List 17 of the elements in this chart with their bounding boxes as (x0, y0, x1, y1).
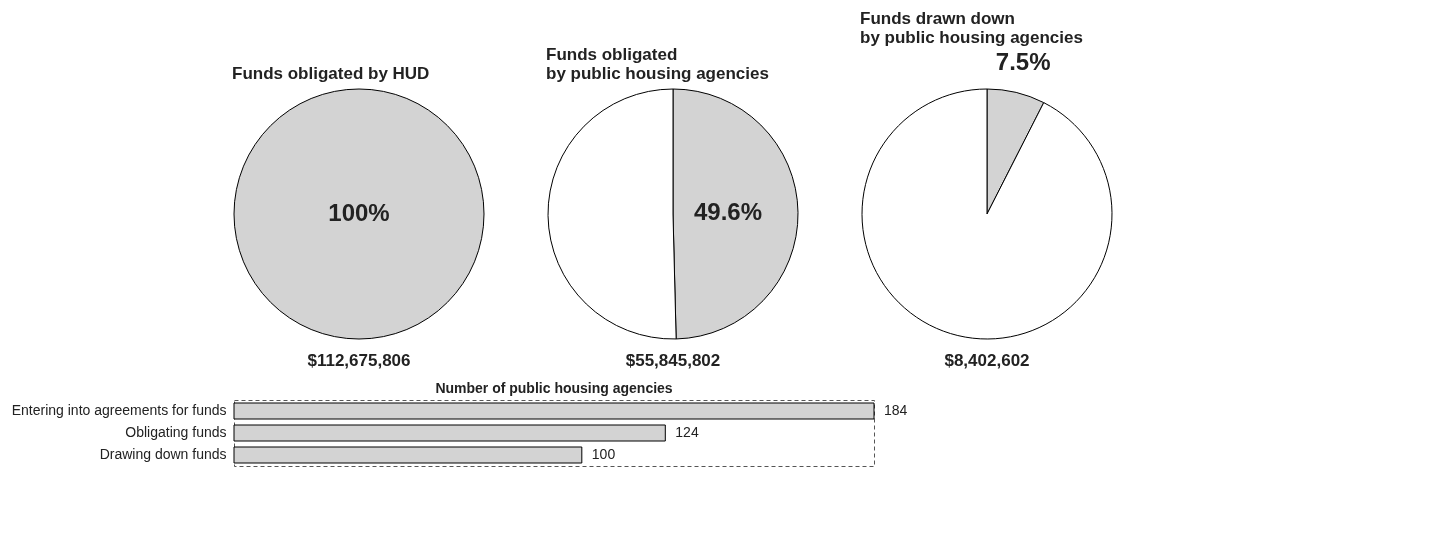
y-tick-label: Entering into agreements for funds (11, 402, 227, 418)
data-label: 100 (591, 446, 616, 462)
chart-title: Number of public housing agencies (435, 380, 673, 396)
text: $112,675,806 (307, 351, 411, 370)
pie-slice (861, 88, 1113, 340)
chart-title: Funds obligated by public housing agencies (546, 45, 769, 83)
y-tick-label: Drawing down funds (99, 446, 227, 462)
chart-title: Funds obligated by HUD (232, 64, 430, 83)
text: $8,402,602 (944, 351, 1030, 370)
data-label: 7.5% (995, 48, 1051, 76)
chart-title: Funds drawn down by public housing agencies (860, 9, 1083, 48)
data-label: 124 (675, 424, 699, 440)
text: $55,845,802 (625, 351, 721, 370)
data-label: 49.6% (693, 198, 763, 226)
y-tick-label: Obligating funds (125, 424, 227, 440)
data-label: 184 (884, 402, 908, 418)
data-label: 100% (328, 199, 390, 226)
